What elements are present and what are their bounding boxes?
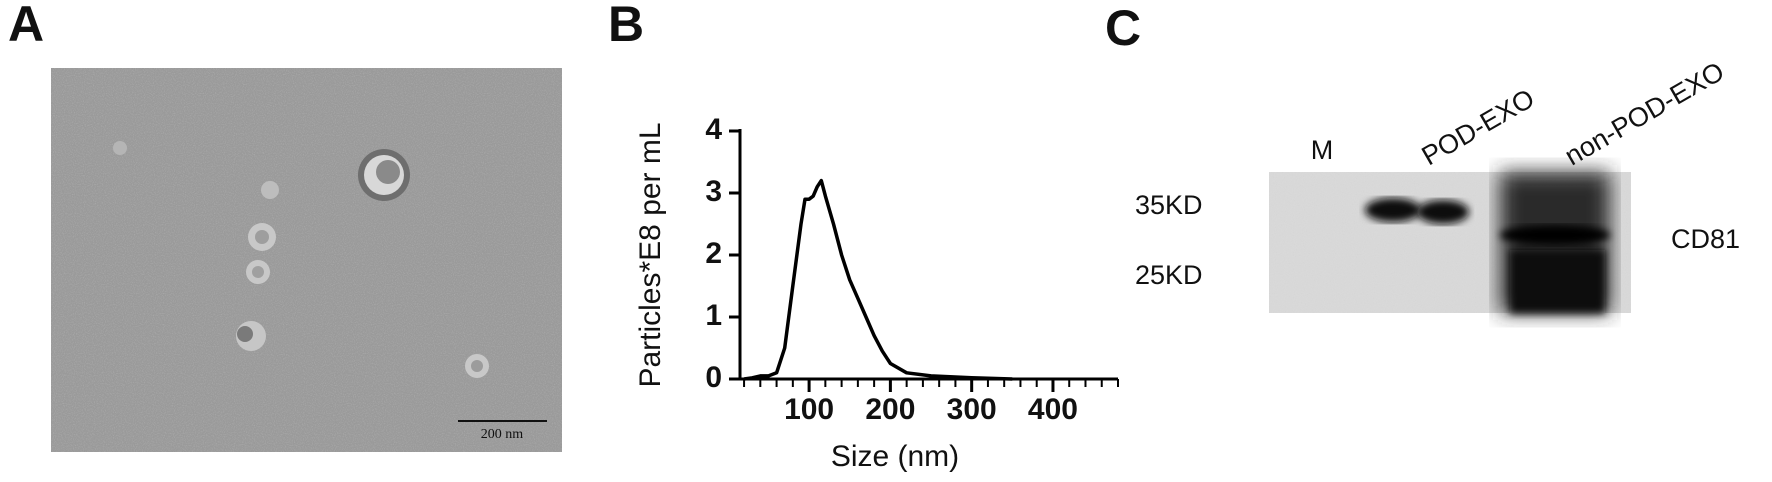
x-axis-label: Size (nm) bbox=[831, 440, 959, 473]
panel-label: B bbox=[608, 0, 644, 52]
marker-label: 35KD bbox=[1135, 190, 1203, 220]
scale-bar-label: 200 nm bbox=[481, 427, 524, 442]
x-tick-label: 200 bbox=[865, 393, 915, 426]
lane-label: M bbox=[1311, 135, 1334, 165]
lane-label: non-POD-EXO bbox=[1560, 56, 1730, 171]
x-tick-label: 300 bbox=[947, 393, 997, 426]
lane-label: POD-EXO bbox=[1417, 83, 1540, 171]
x-tick-label: 100 bbox=[784, 393, 834, 426]
panel-label: A bbox=[8, 0, 44, 52]
tem-image bbox=[51, 68, 562, 452]
y-tick-label: 2 bbox=[705, 237, 722, 270]
x-tick-label: 400 bbox=[1028, 393, 1078, 426]
y-tick-label: 0 bbox=[705, 361, 722, 394]
y-tick-label: 3 bbox=[705, 175, 722, 208]
protein-label: CD81 bbox=[1671, 224, 1740, 254]
marker-label: 25KD bbox=[1135, 260, 1203, 290]
blot bbox=[1269, 172, 1631, 313]
data-line bbox=[743, 178, 1013, 381]
y-axis-label: Particles*E8 per mL bbox=[634, 122, 667, 387]
y-tick-label: 4 bbox=[705, 113, 722, 146]
y-tick-label: 1 bbox=[705, 299, 722, 332]
panel-label: C bbox=[1105, 0, 1141, 56]
